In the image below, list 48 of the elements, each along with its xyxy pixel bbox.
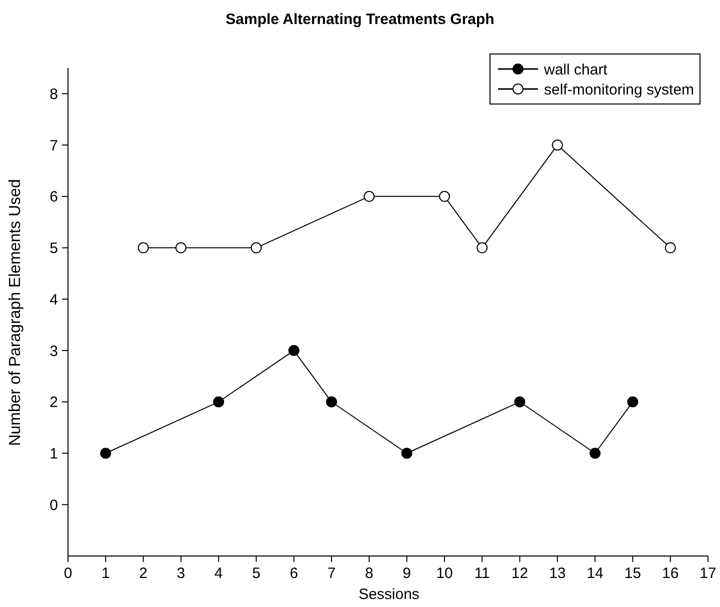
x-tick-label: 7: [327, 565, 336, 582]
y-tick-label: 3: [50, 342, 58, 360]
point: [552, 140, 563, 151]
point: [476, 242, 488, 254]
x-tick-label: 4: [214, 565, 223, 582]
x-tick-label: 15: [624, 565, 642, 582]
point: [590, 448, 601, 459]
x-tick-label: 11: [474, 565, 490, 582]
y-tick-label: 6: [50, 188, 58, 206]
point: [175, 242, 186, 254]
x-tick-label: 12: [511, 565, 528, 582]
y-axis-title: Number of Paragraph Elements Used: [7, 179, 24, 446]
x-tick-label: 8: [365, 565, 374, 582]
point: [627, 396, 638, 408]
y-tick-label: 8: [50, 86, 58, 103]
y-tick-label: 7: [50, 137, 58, 154]
x-tick-label: 2: [139, 565, 148, 582]
legend-label: wall chart: [543, 61, 608, 78]
y-tick-label: 2: [50, 394, 58, 412]
y-tick-label: 5: [50, 240, 58, 258]
chart-title: Sample Alternating Treatments Graph: [226, 11, 494, 28]
point: [326, 396, 338, 408]
point: [250, 242, 262, 254]
x-tick-label: 9: [402, 565, 411, 582]
x-tick-label: 6: [290, 565, 298, 582]
x-tick-label: 13: [549, 565, 566, 582]
x-tick-label: 14: [586, 565, 604, 582]
point: [100, 448, 112, 459]
point: [364, 190, 375, 202]
x-tick-label: 10: [436, 565, 453, 582]
point: [401, 448, 412, 459]
point: [288, 345, 300, 356]
x-tick-label: 0: [64, 565, 72, 582]
point: [438, 190, 450, 202]
x-tick-label: 5: [252, 565, 260, 582]
point: [138, 242, 149, 254]
x-tick-label: 1: [101, 565, 110, 582]
x-tick-label: 16: [662, 565, 679, 582]
y-tick-label: 1: [50, 446, 58, 463]
legend-label: self-monitoring system: [544, 81, 694, 98]
point: [664, 242, 676, 254]
x-tick-label: 3: [176, 565, 186, 582]
point: [213, 396, 224, 408]
y-tick-label: 0: [50, 496, 58, 514]
y-tick-label: 4: [50, 291, 58, 308]
point: [514, 396, 526, 408]
x-axis-title: Sessions: [358, 586, 420, 603]
x-tick-label: 17: [700, 565, 716, 582]
